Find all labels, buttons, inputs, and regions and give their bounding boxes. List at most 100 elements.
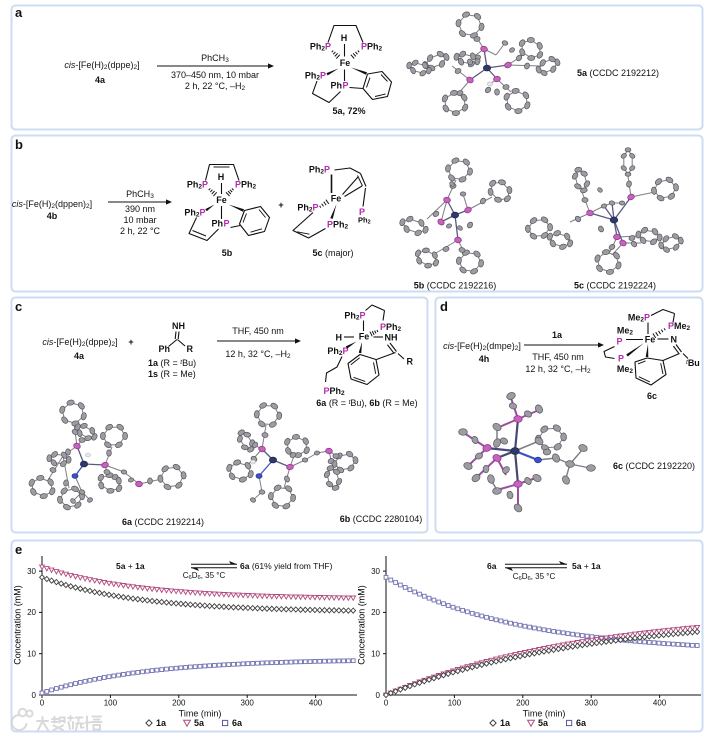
svg-text:H: H bbox=[341, 33, 348, 43]
svg-text:cis-[Fe(H)2(dppe)2]: cis-[Fe(H)2(dppe)2] bbox=[64, 60, 139, 71]
svg-text:200: 200 bbox=[516, 699, 530, 708]
svg-text:N: N bbox=[671, 335, 678, 345]
svg-text:6b (CCDC 2280104): 6b (CCDC 2280104) bbox=[340, 514, 423, 524]
svg-text:H: H bbox=[336, 333, 343, 343]
svg-text:PPh2: PPh2 bbox=[235, 180, 257, 191]
svg-text:10: 10 bbox=[27, 650, 36, 659]
svg-text:1a: 1a bbox=[552, 330, 563, 340]
svg-text:Ph2P: Ph2P bbox=[309, 165, 330, 176]
svg-text:PhCH3: PhCH3 bbox=[126, 189, 154, 200]
svg-text:NH: NH bbox=[172, 321, 185, 331]
svg-text:Ph2P: Ph2P bbox=[187, 180, 208, 191]
svg-text:30: 30 bbox=[371, 567, 380, 576]
svg-text:Concentration (mM): Concentration (mM) bbox=[13, 585, 23, 665]
svg-text:P: P bbox=[359, 207, 365, 217]
svg-text:C6D6, 35 °C: C6D6, 35 °C bbox=[183, 571, 226, 581]
svg-text:R: R bbox=[187, 344, 194, 354]
svg-text:1a (R = tBu): 1a (R = tBu) bbox=[148, 358, 196, 368]
svg-text:P: P bbox=[618, 354, 624, 364]
svg-text:PMe2: PMe2 bbox=[668, 321, 691, 332]
svg-text:2 h, 22 °C, –H2: 2 h, 22 °C, –H2 bbox=[185, 81, 246, 92]
svg-text:Time (min): Time (min) bbox=[179, 709, 222, 719]
svg-text:C6D6, 35 °C: C6D6, 35 °C bbox=[513, 572, 556, 582]
svg-text:6a: 6a bbox=[487, 561, 497, 571]
svg-text:1s (R = Me): 1s (R = Me) bbox=[148, 369, 196, 379]
svg-text:Ph: Ph bbox=[330, 81, 342, 91]
svg-text:H: H bbox=[218, 172, 225, 182]
svg-text:20: 20 bbox=[27, 608, 36, 617]
svg-text:12 h, 32 °C, –H2: 12 h, 32 °C, –H2 bbox=[225, 349, 291, 360]
svg-text:Ph2P: Ph2P bbox=[297, 203, 318, 214]
svg-text:4b: 4b bbox=[47, 211, 58, 221]
svg-text:30: 30 bbox=[27, 567, 36, 576]
svg-text:4a: 4a bbox=[74, 351, 85, 361]
svg-text:Me2P: Me2P bbox=[628, 313, 650, 324]
svg-text:Ph2P: Ph2P bbox=[184, 208, 205, 219]
svg-text:6a (CCDC 2192214): 6a (CCDC 2192214) bbox=[122, 517, 204, 527]
svg-text:6c (CCDC 2192220): 6c (CCDC 2192220) bbox=[613, 461, 695, 471]
svg-text:400: 400 bbox=[309, 699, 323, 708]
svg-text:0: 0 bbox=[32, 691, 37, 700]
svg-text:THF, 450 nm: THF, 450 nm bbox=[532, 352, 584, 362]
svg-text:300: 300 bbox=[585, 699, 599, 708]
svg-text:cis-[Fe(H)2(dppen)2]: cis-[Fe(H)2(dppen)2] bbox=[12, 199, 92, 210]
svg-text:P: P bbox=[224, 219, 230, 229]
svg-text:0: 0 bbox=[376, 691, 381, 700]
svg-text:Fe: Fe bbox=[359, 332, 370, 342]
svg-text:Ph2P: Ph2P bbox=[327, 346, 348, 357]
svg-text:6a: 6a bbox=[232, 718, 243, 728]
svg-text:PPh2: PPh2 bbox=[327, 220, 349, 231]
svg-text:a: a bbox=[15, 5, 23, 20]
svg-text:Concentration (mM): Concentration (mM) bbox=[357, 585, 367, 665]
svg-text:PhCH3: PhCH3 bbox=[201, 53, 229, 64]
svg-text:6a (R = tBu), 6b (R = Me): 6a (R = tBu), 6b (R = Me) bbox=[316, 398, 417, 408]
svg-text:100: 100 bbox=[448, 699, 462, 708]
svg-text:Me2: Me2 bbox=[617, 326, 634, 337]
svg-text:NH: NH bbox=[385, 333, 398, 343]
svg-text:5a + 1a: 5a + 1a bbox=[116, 561, 145, 571]
svg-text:+: + bbox=[128, 337, 133, 347]
svg-text:300: 300 bbox=[241, 699, 255, 708]
svg-text:5b: 5b bbox=[222, 248, 233, 258]
svg-text:200: 200 bbox=[172, 699, 186, 708]
svg-text:Ph: Ph bbox=[158, 344, 170, 354]
svg-text:10 mbar: 10 mbar bbox=[123, 215, 156, 225]
svg-text:P: P bbox=[616, 337, 622, 347]
svg-text:400: 400 bbox=[653, 699, 667, 708]
svg-text:100: 100 bbox=[104, 699, 118, 708]
svg-text:5c (CCDC 2192224): 5c (CCDC 2192224) bbox=[574, 281, 656, 291]
svg-text:5b (CCDC 2192216): 5b (CCDC 2192216) bbox=[414, 281, 497, 291]
svg-text:PPh2: PPh2 bbox=[361, 42, 383, 53]
svg-text:Fe: Fe bbox=[331, 194, 342, 204]
svg-text:4h: 4h bbox=[479, 354, 490, 364]
svg-text:5a (CCDC 2192212): 5a (CCDC 2192212) bbox=[577, 68, 659, 78]
svg-text:1a: 1a bbox=[156, 718, 167, 728]
svg-text:Ph2P: Ph2P bbox=[310, 42, 331, 53]
svg-text:5a + 1a: 5a + 1a bbox=[572, 561, 601, 571]
svg-text:20: 20 bbox=[371, 608, 380, 617]
svg-text:Fe: Fe bbox=[216, 195, 227, 205]
svg-text:5a, 72%: 5a, 72% bbox=[332, 106, 365, 116]
svg-text:PPh2: PPh2 bbox=[324, 386, 346, 397]
svg-text:2 h, 22 °C: 2 h, 22 °C bbox=[120, 226, 161, 236]
svg-text:370–450 nm, 10 mbar: 370–450 nm, 10 mbar bbox=[171, 70, 259, 80]
svg-text:PPh2: PPh2 bbox=[380, 322, 402, 333]
svg-text:390 nm: 390 nm bbox=[125, 204, 155, 214]
svg-text:+: + bbox=[278, 200, 283, 210]
svg-text:Ph2P: Ph2P bbox=[344, 311, 365, 322]
svg-text:6c: 6c bbox=[647, 391, 657, 401]
svg-text:5c (major): 5c (major) bbox=[312, 248, 353, 258]
svg-text:5a: 5a bbox=[194, 718, 205, 728]
svg-text:4a: 4a bbox=[95, 75, 106, 85]
svg-text:THF, 450 nm: THF, 450 nm bbox=[232, 326, 284, 336]
svg-text:d: d bbox=[440, 299, 448, 314]
svg-text:e: e bbox=[15, 542, 22, 557]
svg-text:Ph2P: Ph2P bbox=[305, 71, 326, 82]
svg-text:Ph: Ph bbox=[211, 219, 223, 229]
svg-text:P: P bbox=[343, 81, 349, 91]
svg-text:6a: 6a bbox=[576, 718, 587, 728]
svg-text:0: 0 bbox=[40, 699, 45, 708]
svg-text:Fe: Fe bbox=[340, 58, 351, 68]
svg-text:5a: 5a bbox=[538, 718, 549, 728]
svg-text:cis-[Fe(H)2(dppe)2]: cis-[Fe(H)2(dppe)2] bbox=[42, 337, 117, 348]
